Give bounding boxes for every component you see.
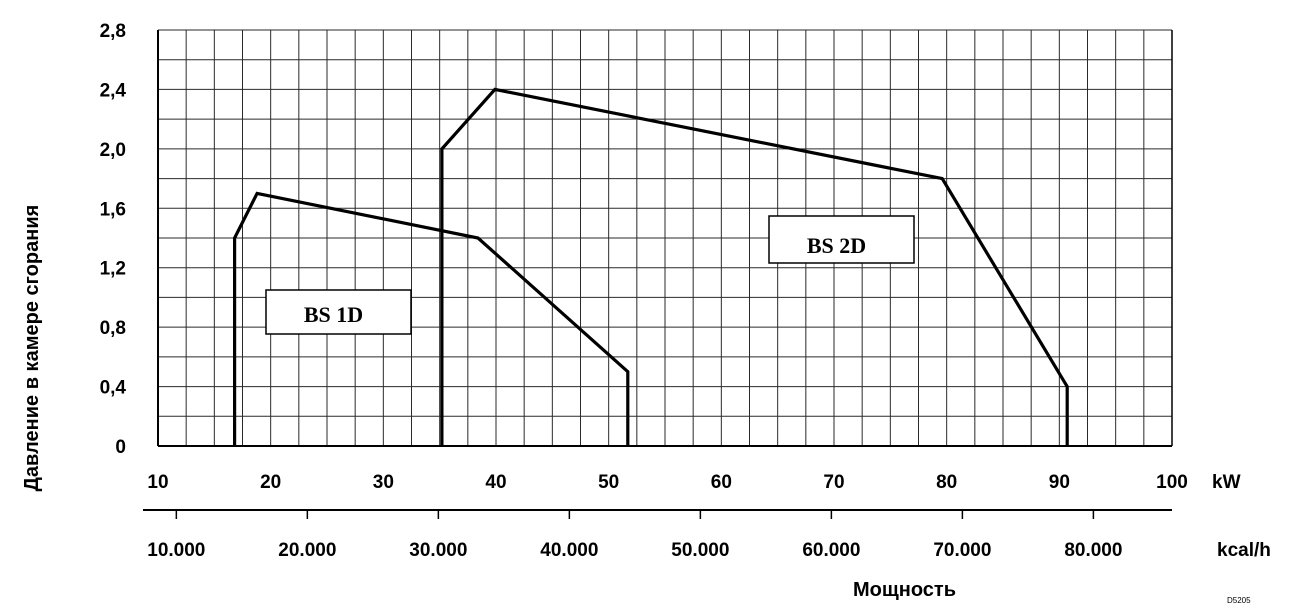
series-label-bs-1d: BS 1D <box>265 289 412 335</box>
y-tick-label: 1,6 <box>100 199 126 220</box>
x-tick-label: 50 <box>598 472 619 493</box>
series-labels: BS 1D BS 2D <box>265 215 915 335</box>
x-tick-label: 40 <box>485 472 506 493</box>
x-tick-label: 100 <box>1156 472 1188 493</box>
x-tick-label: 80 <box>936 472 957 493</box>
series-label-box <box>265 289 412 335</box>
x-tick-label: 60 <box>711 472 732 493</box>
kcal-tick-label: 70.000 <box>933 540 991 561</box>
y-tick-label: 2,4 <box>100 80 127 101</box>
x-axis-title: Мощность <box>853 579 956 601</box>
series-label-bs-2d: BS 2D <box>768 215 915 264</box>
x-tick-labels: 10 20 30 40 50 60 70 80 90 100 <box>147 472 1187 493</box>
kcal-tick-label: 60.000 <box>802 540 860 561</box>
y-tick-labels: 0 0,4 0,8 1,2 1,6 2,0 2,4 2,8 <box>100 21 127 458</box>
x-tick-label: 70 <box>823 472 844 493</box>
y-tick-label: 0 <box>115 437 126 458</box>
x-unit-kcal: kcal/h <box>1217 540 1271 561</box>
kcal-tick-label: 50.000 <box>671 540 729 561</box>
series-label-text: BS 1D <box>304 302 363 327</box>
x-unit-kw: kW <box>1212 472 1241 493</box>
figure-code: D5205 <box>1227 596 1251 605</box>
x-tick-label: 20 <box>260 472 281 493</box>
kcal-tick-label: 80.000 <box>1064 540 1122 561</box>
x-tick-label: 10 <box>147 472 168 493</box>
kcal-tick-label: 10.000 <box>147 540 205 561</box>
x-tick-label: 90 <box>1049 472 1070 493</box>
kcal-tick-label: 30.000 <box>409 540 467 561</box>
series-layer <box>233 87 1069 446</box>
kcal-axis: 10.000 20.000 30.000 40.000 50.000 60.000 70.0… <box>143 509 1172 561</box>
y-tick-label: 2,8 <box>100 21 126 42</box>
y-tick-label: 0,8 <box>100 318 126 339</box>
grid <box>157 29 1173 447</box>
plot-frame <box>157 30 1173 447</box>
series-label-box <box>768 215 915 264</box>
series-line-bs-1d <box>233 191 630 446</box>
series-line-bs-2d <box>440 87 1069 446</box>
x-tick-label: 30 <box>373 472 394 493</box>
y-axis-title: Давление в камере сгорания <box>21 205 43 492</box>
series-label-text: BS 2D <box>807 233 866 258</box>
y-tick-label: 2,0 <box>100 140 126 161</box>
y-tick-label: 0,4 <box>100 378 127 399</box>
kcal-tick-label: 20.000 <box>278 540 336 561</box>
kcal-tick-label: 40.000 <box>540 540 598 561</box>
y-tick-label: 1,2 <box>100 259 126 280</box>
